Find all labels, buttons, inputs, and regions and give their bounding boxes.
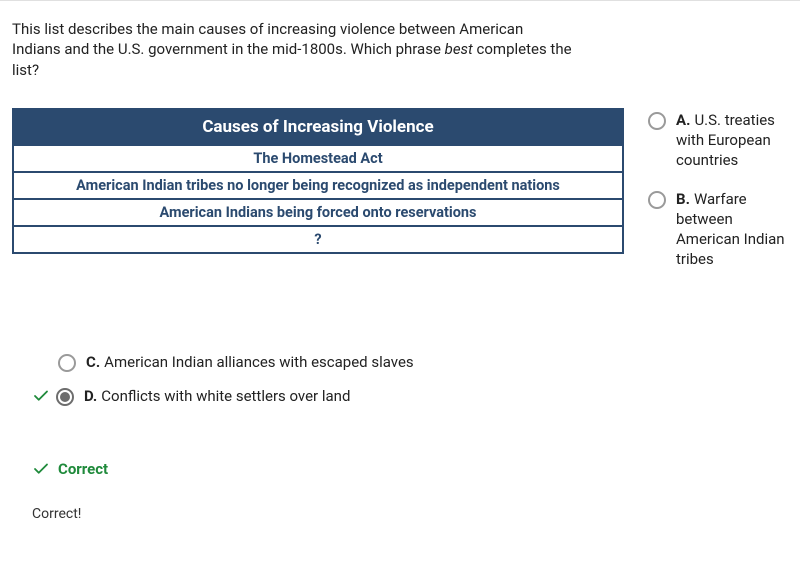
choice-c[interactable]: C.American Indian alliances with escaped… [58,352,572,372]
table-row: The Homestead Act [14,144,622,171]
feedback-block: Correct Correct! [12,460,788,522]
choice-letter: D. [84,387,97,405]
table-row: American Indian tribes no longer being r… [14,171,622,198]
choice-text: U.S. treaties with European countries [676,111,775,170]
question-emph: best [445,40,473,58]
causes-table-wrap: Causes of Increasing Violence The Homest… [12,108,624,254]
choice-d-wrap: D.Conflicts with white settlers over lan… [32,386,572,406]
choice-letter: C. [86,353,100,371]
choice-b[interactable]: B.Warfare between American Indian tribes [648,189,788,270]
check-icon [32,460,50,478]
choice-letter: B. [676,190,690,208]
question-text: This list describes the main causes of i… [12,19,572,80]
causes-table: Causes of Increasing Violence The Homest… [12,108,624,254]
bottom-choices: C.American Indian alliances with escaped… [12,352,572,407]
table-header: Causes of Increasing Violence [14,110,622,144]
table-row: ? [14,225,622,252]
choice-label: C.American Indian alliances with escaped… [86,352,414,372]
choice-label: D.Conflicts with white settlers over lan… [84,386,350,406]
correct-line: Correct [32,460,788,478]
radio-icon [648,191,666,209]
choice-d[interactable]: D.Conflicts with white settlers over lan… [56,386,350,406]
radio-icon [648,112,666,130]
choice-text: Warfare between American Indian tribes [676,190,785,269]
check-icon [32,387,50,405]
correct-label: Correct [58,460,108,478]
choice-text: American Indian alliances with escaped s… [104,353,413,371]
content-row: Causes of Increasing Violence The Homest… [12,108,788,288]
choice-label: A.U.S. treaties with European countries [676,110,788,171]
table-row: American Indians being forced onto reser… [14,198,622,225]
correct-message: Correct! [32,506,788,522]
choice-text: Conflicts with white settlers over land [101,387,350,405]
choice-a[interactable]: A.U.S. treaties with European countries [648,110,788,171]
choice-label: B.Warfare between American Indian tribes [676,189,788,270]
right-choices: A.U.S. treaties with European countries … [648,108,788,288]
choice-letter: A. [676,111,690,129]
radio-icon [58,354,76,372]
radio-icon [56,388,74,406]
